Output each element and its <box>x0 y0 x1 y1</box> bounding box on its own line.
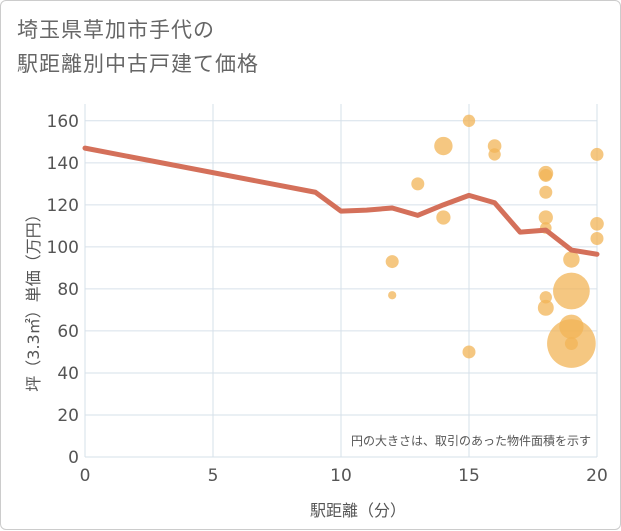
bubble-point <box>538 210 553 225</box>
grid-lines <box>84 104 598 458</box>
x-tick-label: 10 <box>330 466 352 486</box>
bubble-point <box>539 185 553 199</box>
x-tick-label: 20 <box>586 466 608 486</box>
bubble-point <box>385 255 399 269</box>
bubble-point <box>436 210 451 225</box>
bubble-point <box>553 272 590 310</box>
y-tick-label: 100 <box>47 238 79 258</box>
bubble-point <box>488 148 501 161</box>
y-tick-label: 160 <box>47 112 79 132</box>
bubble-point <box>434 136 453 156</box>
chart-title-line-2: 駅距離別中古戸建て価格 <box>17 52 259 76</box>
y-tick-label: 120 <box>47 196 79 216</box>
x-tick-label: 5 <box>208 466 219 486</box>
bubble-series <box>385 114 604 368</box>
bubble-point <box>590 216 604 231</box>
y-tick-label: 140 <box>47 154 79 174</box>
x-tick-label: 15 <box>458 466 480 486</box>
x-axis-title: 駅距離（分） <box>310 501 406 520</box>
bubble-point <box>539 168 553 182</box>
x-tick-label: 0 <box>80 466 91 486</box>
axis-ticks: 0 20 40 60 80 100 120 140 160 0 5 10 15 20 <box>47 112 608 486</box>
average-price-line <box>82 145 600 257</box>
y-tick-label: 60 <box>57 322 79 342</box>
bubble-point <box>563 251 580 268</box>
chart-title: 埼玉県草加市手代の 駅距離別中古戸建て価格 <box>17 13 259 81</box>
y-axis-title: 坪（3.3㎡）単価（万円） <box>24 206 43 391</box>
bubble-point <box>590 231 604 245</box>
bubble-point <box>462 345 476 359</box>
y-tick-label: 40 <box>57 364 79 384</box>
chart-title-line-1: 埼玉県草加市手代の <box>17 18 215 42</box>
bubble-point <box>590 147 604 161</box>
bubble-point <box>462 114 476 127</box>
y-tick-label: 0 <box>68 448 79 468</box>
bubble-size-note: 円の大きさは、取引のあった物件面積を示す <box>351 433 591 448</box>
y-tick-label: 20 <box>57 406 79 426</box>
bubble-point <box>564 337 578 351</box>
bubble-point <box>411 177 425 191</box>
bubble-point <box>388 291 397 300</box>
bubble-point <box>537 299 554 316</box>
bubble-point <box>539 291 552 304</box>
y-tick-label: 80 <box>57 280 79 300</box>
